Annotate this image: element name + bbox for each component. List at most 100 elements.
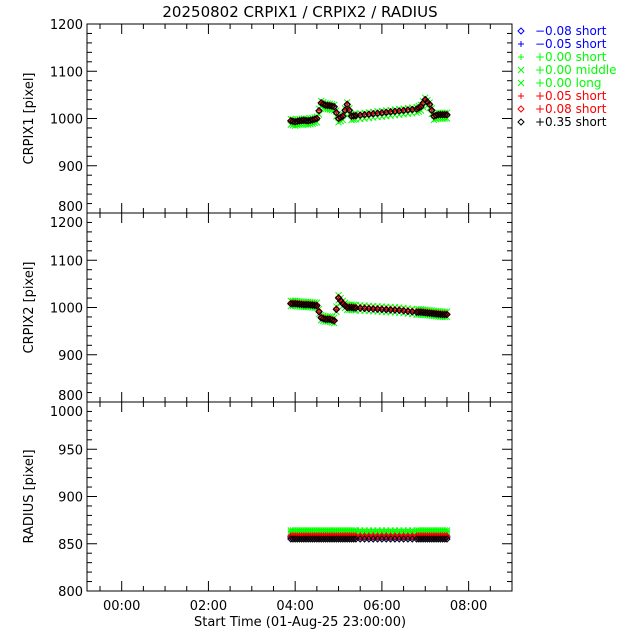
legend-entry: +0.08 short <box>535 102 607 116</box>
data-point <box>345 106 354 114</box>
series-7 <box>287 535 451 543</box>
y-tick-label: 850 <box>58 538 83 553</box>
legend-entry: −0.08 short <box>535 24 607 38</box>
data-point <box>310 115 319 123</box>
data-point <box>443 111 451 119</box>
data-point <box>304 300 312 309</box>
chart-title: 20250802 CRPIX1 / CRPIX2 / RADIUS <box>162 3 437 21</box>
panel-crpix1: 800 900 1000 1100 1200 CRPIX1 [pixel] <box>22 18 513 215</box>
data-point <box>430 309 438 318</box>
x-axis-label: Start Time (01-Aug-25 23:00:00) <box>194 615 406 630</box>
data-point <box>441 310 449 319</box>
legend-entry: +0.35 short <box>535 115 607 129</box>
y-tick-label: 1100 <box>50 254 83 269</box>
data-point <box>330 102 338 111</box>
series-7 <box>287 294 451 325</box>
data-point <box>336 113 345 122</box>
series-7 <box>287 95 451 126</box>
data-point <box>313 114 321 123</box>
data-point <box>425 309 434 317</box>
data-point <box>319 314 328 323</box>
data-point <box>291 300 299 308</box>
y-tick-label: 800 <box>58 585 83 600</box>
legend-marker-diamond-icon <box>517 118 525 126</box>
y-tick-label: 950 <box>58 443 83 458</box>
y-tick-label: 800 <box>58 200 83 215</box>
data-point <box>421 308 429 317</box>
data-point <box>315 106 323 115</box>
data-point <box>323 315 332 324</box>
data-point <box>328 316 336 324</box>
x-tick-label: 04:00 <box>276 599 313 614</box>
data-point <box>443 535 451 543</box>
data-point <box>316 308 323 315</box>
data-point <box>350 535 358 543</box>
y-tick-label: 900 <box>58 491 83 506</box>
data-point <box>326 102 334 110</box>
data-point <box>419 308 427 317</box>
data-point <box>328 102 336 110</box>
y-tick-label: 1100 <box>50 65 83 80</box>
data-point <box>343 100 351 109</box>
data-point <box>339 112 347 120</box>
data-point <box>395 306 403 315</box>
y-axis-label: RADIUS [pixel] <box>22 449 37 543</box>
data-point <box>295 300 304 308</box>
x-tick-label: 06:00 <box>363 599 400 614</box>
data-point <box>423 309 432 317</box>
legend-marker-x-icon <box>517 66 525 74</box>
x-tick-label: 00:00 <box>103 599 140 614</box>
data-point <box>332 108 341 117</box>
data-point <box>404 307 412 315</box>
legend: −0.08 short−0.05 short+0.00 short+0.00 m… <box>517 24 617 129</box>
data-point <box>308 301 317 309</box>
panel-radius: 800 850 900 950 1000 RADIUS [pixel] 00:00 02:00… <box>22 401 513 614</box>
data-point <box>332 305 341 314</box>
data-point <box>428 309 436 318</box>
x-tick-label: 08:00 <box>450 599 487 614</box>
data-point <box>434 310 442 318</box>
y-tick-label: 800 <box>58 389 83 404</box>
data-point <box>417 308 425 316</box>
data-point <box>428 106 436 114</box>
legend-marker-diamond-icon <box>517 105 525 113</box>
y-tick-label: 900 <box>58 160 83 175</box>
data-point <box>432 310 440 318</box>
y-tick-label: 900 <box>58 349 83 364</box>
legend-entry: +0.00 middle <box>535 63 617 77</box>
legend-marker-plus-icon <box>518 93 524 99</box>
data-point <box>443 532 450 539</box>
legend-marker-x-icon <box>517 79 525 87</box>
series-5 <box>287 532 450 539</box>
legend-entry: +0.05 short <box>535 89 607 103</box>
data-point <box>321 101 330 109</box>
panel-crpix2: 800 900 1000 1100 1200 CRPIX2 [pixel] <box>22 212 513 404</box>
y-tick-label: 1200 <box>50 18 83 33</box>
data-point <box>326 315 334 324</box>
y-tick-label: 1000 <box>50 405 83 420</box>
data-point <box>300 116 308 125</box>
data-point <box>293 300 302 308</box>
legend-marker-diamond-icon <box>517 27 525 35</box>
x-tick-label: 02:00 <box>190 599 227 614</box>
y-axis-label: CRPIX2 [pixel] <box>22 261 37 353</box>
data-point <box>441 111 449 119</box>
data-point <box>333 306 340 313</box>
data-point <box>408 308 416 316</box>
y-tick-label: 1200 <box>50 216 83 231</box>
data-point <box>330 317 338 325</box>
data-point <box>310 301 319 310</box>
data-point <box>347 303 356 312</box>
data-point <box>415 104 423 112</box>
y-axis-label: CRPIX1 [pixel] <box>22 72 37 164</box>
data-point <box>315 308 323 316</box>
data-point <box>350 304 358 312</box>
data-point <box>441 535 449 543</box>
data-point <box>350 112 358 120</box>
legend-entry: +0.00 short <box>535 50 607 64</box>
plot-frame <box>86 401 513 592</box>
y-tick-label: 1000 <box>50 302 83 317</box>
y-tick-label: 1000 <box>50 113 83 128</box>
data-point <box>323 101 332 110</box>
